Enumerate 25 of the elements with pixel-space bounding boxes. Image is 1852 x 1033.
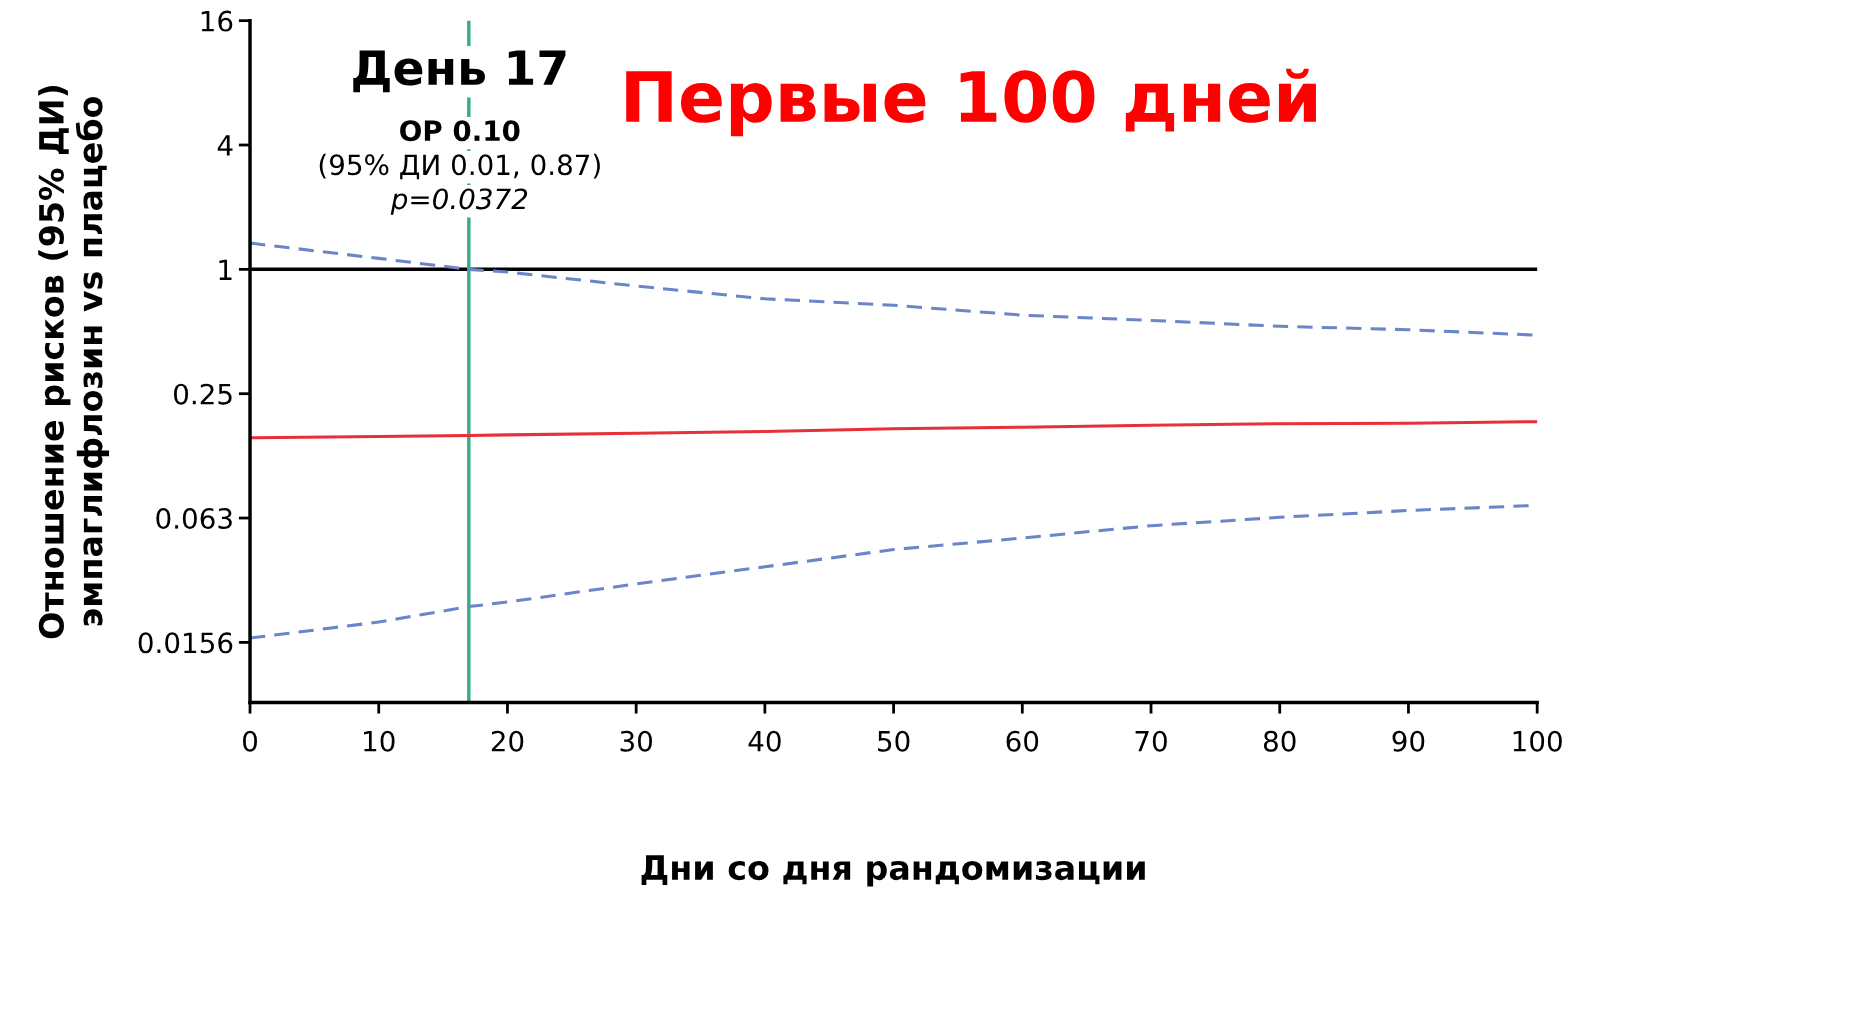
- x-tick-label: 100: [1513, 730, 1562, 752]
- annotation: (95% ДИ 0.01, 0.87): [319, 153, 600, 180]
- annotation: ОР 0.10: [400, 120, 520, 142]
- line-series: [250, 420, 1538, 440]
- x-tick-label: 0: [243, 730, 258, 752]
- x-tick-label: 20: [491, 730, 524, 752]
- x-axis-title: Дни со дня рандомизации: [641, 855, 1145, 887]
- x-tick-label: 70: [1135, 730, 1167, 752]
- y-tick-label: 1: [219, 259, 232, 280]
- y-tick-label: 0.25: [174, 383, 232, 405]
- x-tick-label: 40: [748, 730, 781, 752]
- y-tick-label: 0.063: [156, 507, 232, 529]
- x-tick-label: 10: [364, 730, 395, 752]
- text: Первые 100 дней: [626, 68, 1316, 137]
- y-axis-title: Отношение рисков (95% ДИ) эмпаглифлозин vs плацебо: [38, 86, 110, 639]
- annotation: p=0.0372: [390, 188, 528, 215]
- y-tick-label: 4: [217, 135, 233, 156]
- annotation: День 17: [353, 50, 566, 93]
- x-tick-label: 30: [620, 730, 652, 752]
- x-tick-label: 60: [1006, 730, 1039, 752]
- x-tick-label: 90: [1392, 730, 1425, 752]
- x-tick-label: 80: [1263, 730, 1296, 752]
- x-tick-label: 50: [878, 730, 910, 752]
- y-tick-label: 16: [201, 10, 233, 32]
- y-tick-label: 0.0156: [138, 632, 233, 654]
